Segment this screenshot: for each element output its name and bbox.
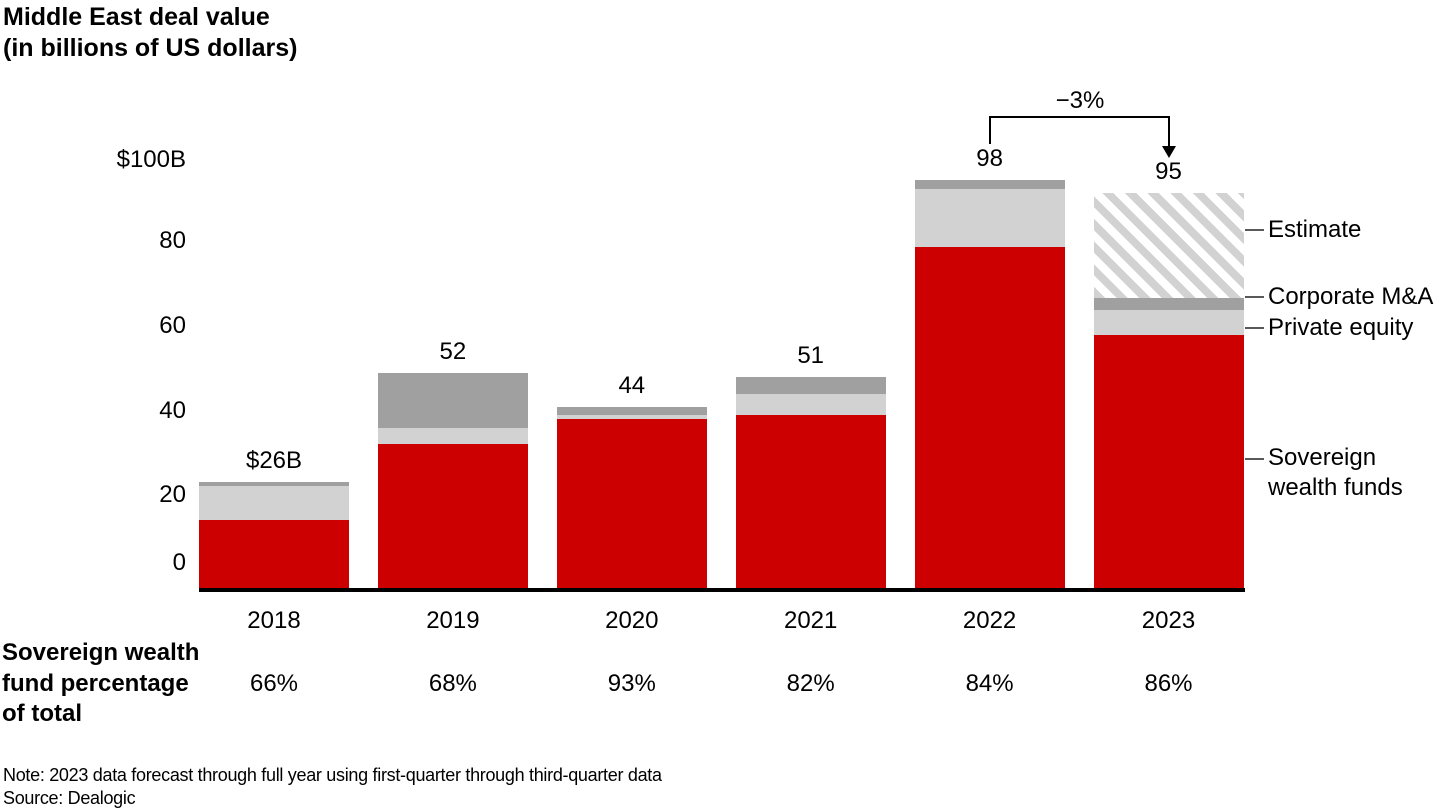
swf-percentage-value: 84% xyxy=(965,670,1014,697)
year-label-2023: 2023 xyxy=(1141,607,1196,634)
bar-segment-corporate-m-a xyxy=(735,377,886,395)
legend-item-estimate: Estimate xyxy=(1268,216,1362,243)
year-label-2020: 2020 xyxy=(605,607,659,634)
bar-segment-corporate-m-a xyxy=(556,406,707,416)
bar-column-2019: 52 xyxy=(377,340,528,591)
bar-segment-private-equity xyxy=(377,427,528,445)
bar-segment-sovereign-wealth-funds xyxy=(199,519,349,591)
bar-segment-private-equity xyxy=(914,188,1065,248)
swf-row-label-line2: fund percentage xyxy=(2,669,189,697)
swf-percentage-row-label: Sovereign wealth fund percentage of tota… xyxy=(2,638,199,730)
legend-item-corporate-ma: Corporate M&A xyxy=(1268,283,1434,310)
y-axis-tick-label: 0 xyxy=(172,549,186,576)
bar-segment-private-equity xyxy=(199,486,349,520)
bar-segment-sovereign-wealth-funds xyxy=(556,419,707,591)
year-label-2022: 2022 xyxy=(962,607,1017,634)
bar-segment-sovereign-wealth-funds xyxy=(914,247,1065,591)
source-text: Source: Dealogic xyxy=(3,788,136,808)
swf-row-label-line1: Sovereign wealth xyxy=(2,639,200,666)
bar-segment-private-equity xyxy=(1093,310,1244,336)
legend-tick-corporate-ma xyxy=(1245,296,1264,298)
swf-percentage-value: 68% xyxy=(428,670,477,697)
bar-segment-corporate-m-a xyxy=(914,180,1065,189)
down-arrowhead-icon xyxy=(1162,146,1176,158)
y-axis-tick-label: 40 xyxy=(159,397,186,424)
y-axis-tick-label: 20 xyxy=(159,481,186,508)
swf-row-label-line3: of total xyxy=(2,700,82,727)
bar-segment-sovereign-wealth-funds xyxy=(735,415,886,591)
bar-segment-private-equity xyxy=(556,415,707,420)
change-annotation: −3% xyxy=(1055,87,1105,114)
bar-total-label: 52 xyxy=(439,338,467,366)
year-label-2019: 2019 xyxy=(426,607,480,634)
bar-column-2023: 95 xyxy=(1093,159,1244,591)
legend-tick-private-equity xyxy=(1245,327,1264,329)
y-axis-tick-label: $100B xyxy=(116,146,186,173)
bar-column-2021: 51 xyxy=(735,344,886,591)
bar-segment-corporate-m-a xyxy=(1093,297,1244,311)
bar-total-label: 98 xyxy=(976,145,1003,173)
bar-segment-private-equity xyxy=(735,394,886,416)
y-axis-tick-label: 60 xyxy=(159,312,186,339)
bar-segment-sovereign-wealth-funds xyxy=(1093,335,1244,591)
bar-total-label: 51 xyxy=(797,342,825,370)
swf-percentage-value: 93% xyxy=(607,670,656,697)
plot-area: $26B 52 44 51 98 95 xyxy=(199,147,1245,591)
page-title-line1: Middle East deal value xyxy=(3,3,270,31)
bar-total-label: 95 xyxy=(1155,157,1182,185)
x-axis-line xyxy=(199,588,1245,592)
bar-segment-estimate xyxy=(1093,192,1244,298)
year-label-2018: 2018 xyxy=(247,607,301,634)
swf-percentage-value: 66% xyxy=(249,670,299,697)
note-text: Note: 2023 data forecast through full ye… xyxy=(3,765,662,785)
change-bracket-left xyxy=(989,116,991,144)
bar-segment-corporate-m-a xyxy=(199,482,349,487)
bar-segment-sovereign-wealth-funds xyxy=(377,444,528,591)
legend-tick-sovereign-wealth-funds xyxy=(1245,458,1264,460)
change-bracket-horizontal xyxy=(990,116,1170,118)
page-title: Middle East deal value (in billions of U… xyxy=(3,2,297,64)
change-bracket-right xyxy=(1168,116,1170,147)
y-axis-tick-label: 80 xyxy=(159,227,186,254)
bar-segment-corporate-m-a xyxy=(377,373,528,428)
year-label-2021: 2021 xyxy=(783,607,838,634)
bar-column-2020: 44 xyxy=(556,373,707,591)
legend-item-private-equity: Private equity xyxy=(1268,314,1414,341)
bar-total-label: 44 xyxy=(618,371,646,399)
bar-column-2018: $26B xyxy=(199,449,349,591)
bar-column-2022: 98 xyxy=(914,147,1065,591)
swf-percentage-value: 82% xyxy=(786,670,835,697)
legend-tick-estimate xyxy=(1245,229,1264,231)
bar-total-label: $26B xyxy=(245,447,303,475)
page-title-line2: (in billions of US dollars) xyxy=(3,34,298,62)
swf-percentage-value: 86% xyxy=(1144,670,1193,697)
legend-item-sovereign-wealth-funds: Sovereign wealth funds xyxy=(1268,444,1403,501)
